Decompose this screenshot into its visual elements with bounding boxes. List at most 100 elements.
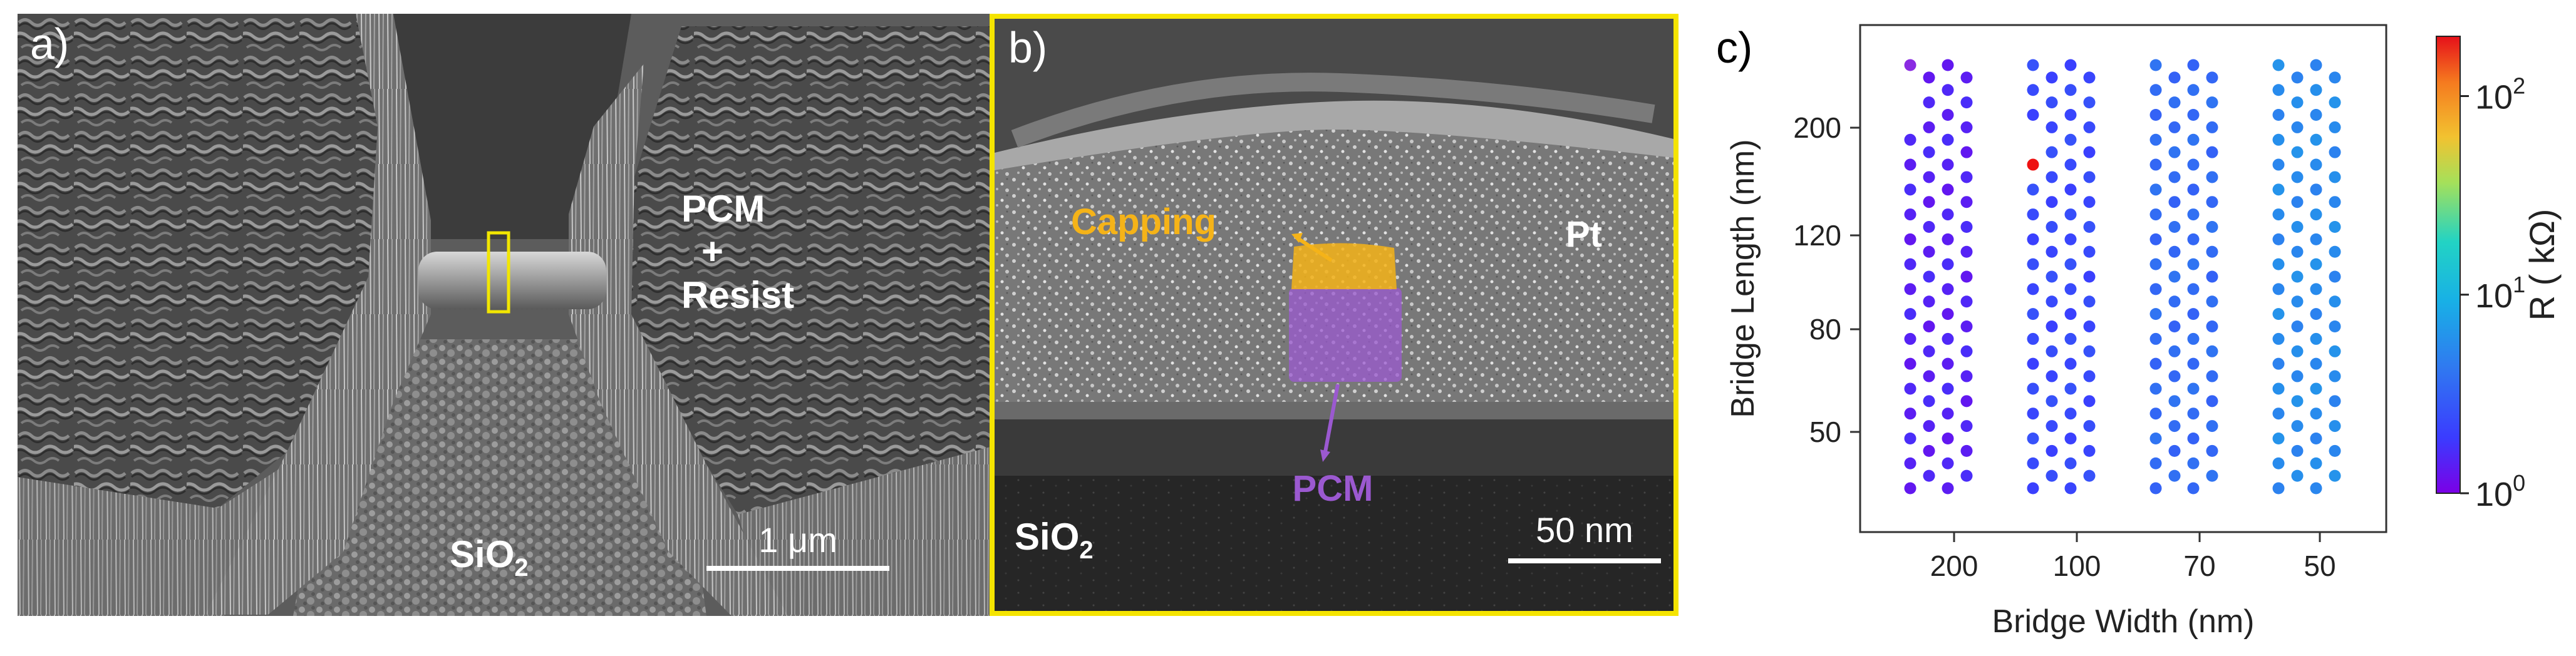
- y-tick-label: 200: [1793, 111, 1841, 144]
- data-point: [1923, 121, 1935, 133]
- scale-bar-label: 1 μm: [758, 520, 837, 560]
- data-point: [2149, 457, 2162, 469]
- data-point: [2046, 270, 2058, 283]
- data-point: [2168, 270, 2181, 283]
- data-point: [2310, 258, 2322, 270]
- data-point: [2272, 109, 2285, 121]
- data-point: [2206, 171, 2218, 183]
- data-point: [1923, 469, 1935, 482]
- data-point: [2187, 233, 2200, 245]
- data-point: [2064, 233, 2077, 245]
- scale-bar-label-b: 50 nm: [1536, 510, 1633, 550]
- data-point: [2272, 59, 2285, 71]
- data-points: [1904, 59, 2341, 495]
- data-point: [2064, 158, 2077, 171]
- data-point: [2329, 320, 2341, 333]
- data-point: [2168, 71, 2181, 84]
- data-point: [2083, 121, 2096, 133]
- data-point: [2064, 283, 2077, 295]
- data-point: [2027, 109, 2039, 121]
- data-point: [2310, 133, 2322, 146]
- data-point: [1960, 370, 1973, 382]
- data-point: [2083, 295, 2096, 308]
- data-point: [2168, 171, 2181, 183]
- y-axis-label: Bridge Length (nm): [1725, 139, 1761, 418]
- data-point: [1904, 308, 1916, 320]
- x-axis-label: Bridge Width (nm): [1992, 603, 2255, 640]
- data-point: [2329, 245, 2341, 258]
- data-point: [2310, 457, 2322, 469]
- data-point: [2206, 146, 2218, 158]
- data-point: [1904, 332, 1916, 345]
- data-point: [1942, 133, 1954, 146]
- data-point: [2046, 71, 2058, 84]
- data-point: [2329, 444, 2341, 457]
- data-point: [1904, 357, 1916, 370]
- data-point: [2149, 59, 2162, 71]
- data-point: [2310, 59, 2322, 71]
- data-point: [1942, 109, 1954, 121]
- data-point: [2027, 332, 2039, 345]
- data-point: [2291, 196, 2304, 208]
- data-point: [1904, 208, 1916, 221]
- data-point: [2187, 382, 2200, 395]
- data-point: [2187, 59, 2200, 71]
- data-point: [2291, 220, 2304, 233]
- data-point: [1904, 432, 1916, 444]
- panel-b-frame: [990, 14, 1679, 616]
- data-point: [2168, 444, 2181, 457]
- data-point: [1942, 482, 1954, 495]
- panel-a-sem-image: a) PCM + Resist SiO2 1 μm: [18, 14, 995, 616]
- data-point: [2206, 71, 2218, 84]
- data-point: [1942, 258, 1954, 270]
- data-point: [2149, 183, 2162, 196]
- substrate-label: SiO2: [450, 533, 529, 582]
- data-point: [2272, 133, 2285, 146]
- data-point: [1960, 146, 1973, 158]
- x-tick-label: 50: [2304, 550, 2335, 582]
- data-point: [2064, 357, 2077, 370]
- data-point: [2046, 220, 2058, 233]
- data-point: [1904, 133, 1916, 146]
- data-point: [2027, 258, 2039, 270]
- scale-bar-b: [1508, 558, 1661, 563]
- data-point: [2187, 183, 2200, 196]
- data-point: [2083, 245, 2096, 258]
- data-point: [2272, 357, 2285, 370]
- pcm-layer-overlay: [1289, 288, 1402, 382]
- data-point: [2046, 121, 2058, 133]
- data-point: [2291, 71, 2304, 84]
- data-point: [1904, 233, 1916, 245]
- data-point: [2310, 84, 2322, 96]
- data-point: [1960, 444, 1973, 457]
- data-point: [1960, 270, 1973, 283]
- data-point: [1923, 146, 1935, 158]
- x-tick-label: 200: [1930, 550, 1979, 582]
- data-point: [2272, 258, 2285, 270]
- data-point: [1942, 308, 1954, 320]
- cross-section-marker-box: [487, 231, 510, 314]
- data-point: [2206, 245, 2218, 258]
- data-point: [2149, 158, 2162, 171]
- data-point: [1960, 71, 1973, 84]
- data-point: [1960, 395, 1973, 407]
- data-point: [2310, 407, 2322, 420]
- data-point: [2027, 457, 2039, 469]
- data-point: [1923, 245, 1935, 258]
- data-point: [2046, 96, 2058, 109]
- colorbar-tick-label: 102: [2475, 73, 2525, 116]
- data-point: [1904, 158, 1916, 171]
- data-point: [2272, 283, 2285, 295]
- data-point: [2027, 233, 2039, 245]
- data-point: [2187, 407, 2200, 420]
- data-point: [1904, 283, 1916, 295]
- data-point: [2291, 295, 2304, 308]
- data-point: [2310, 109, 2322, 121]
- data-point: [2206, 444, 2218, 457]
- data-point: [2272, 457, 2285, 469]
- data-point: [2187, 308, 2200, 320]
- data-point: [2272, 233, 2285, 245]
- y-tick-label: 120: [1793, 219, 1841, 252]
- data-point: [2149, 258, 2162, 270]
- data-point: [1904, 482, 1916, 495]
